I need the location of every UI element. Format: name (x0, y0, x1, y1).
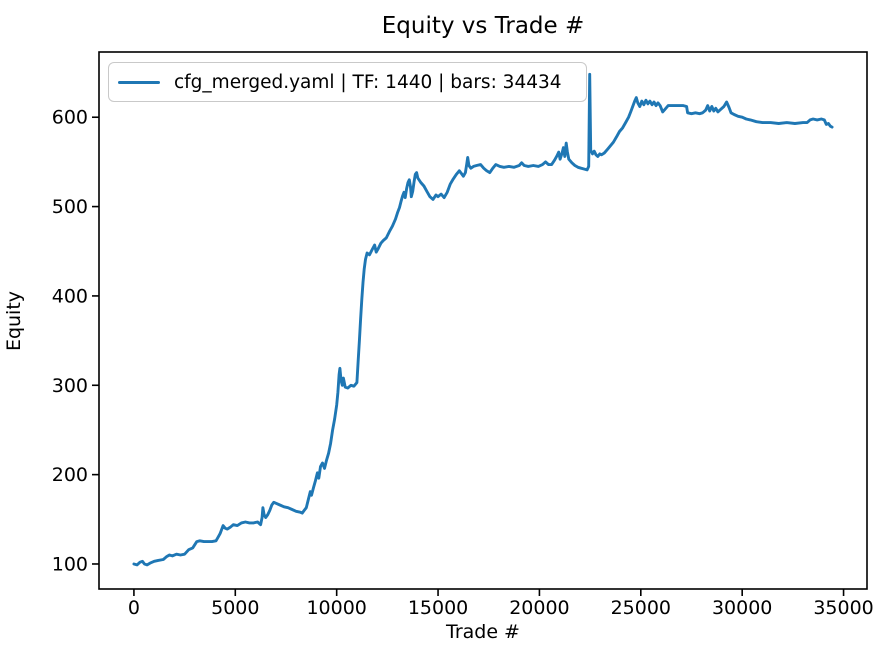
equity-line (132, 72, 834, 567)
x-tick-label: 30000 (712, 597, 772, 619)
legend: cfg_merged.yaml | TF: 1440 | bars: 34434 (108, 62, 587, 102)
y-tick-label: 400 (52, 285, 88, 307)
x-tick-label: 25000 (611, 597, 671, 619)
x-tick-label: 0 (128, 597, 140, 619)
legend-line-sample (118, 80, 160, 84)
x-tick-label: 15000 (408, 597, 468, 619)
x-tick-label: 35000 (813, 597, 873, 619)
y-tick-label: 100 (52, 553, 88, 575)
y-axis-label: Equity (3, 290, 25, 352)
x-tick-label: 20000 (509, 597, 569, 619)
axes-frame (98, 51, 868, 590)
chart-title: Equity vs Trade # (381, 13, 585, 39)
y-tick-label: 500 (52, 196, 88, 218)
y-tick-label: 600 (52, 107, 88, 129)
y-tick-label: 300 (52, 375, 88, 397)
legend-label: cfg_merged.yaml | TF: 1440 | bars: 34434 (174, 71, 562, 93)
y-tick-label: 200 (52, 464, 88, 486)
x-tick-label: 10000 (306, 597, 366, 619)
x-axis-label: Trade # (446, 621, 520, 643)
x-tick-label: 5000 (211, 597, 259, 619)
